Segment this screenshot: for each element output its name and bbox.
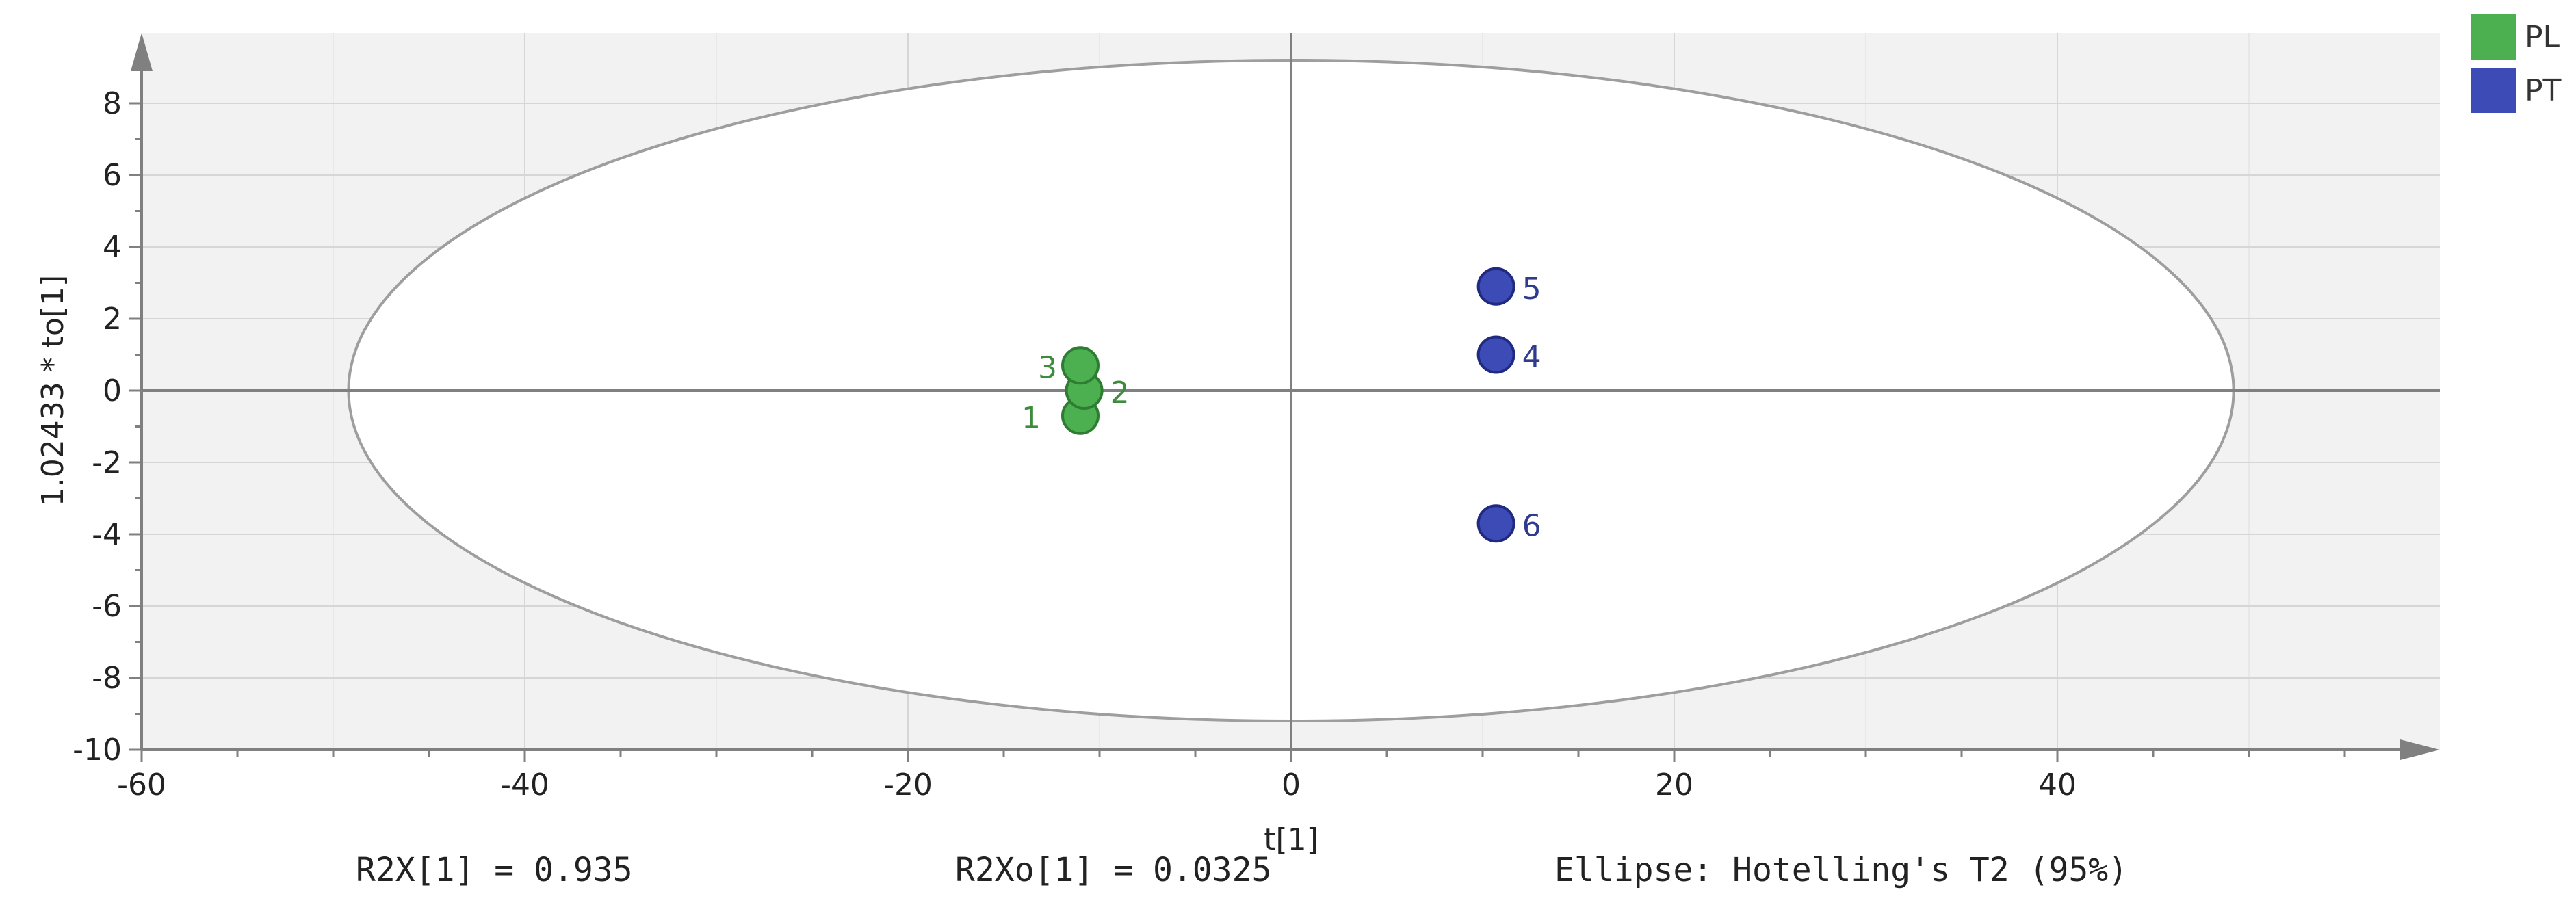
data-point-label: 3	[1038, 350, 1057, 385]
data-point-pl-3	[1061, 346, 1100, 385]
y-tick-label: 6	[103, 158, 122, 193]
x-tick-label: 40	[2038, 768, 2077, 802]
y-axis-label: 1.02433 * to[1]	[36, 275, 70, 506]
x-tick-label: 20	[1655, 768, 1693, 802]
x-axis-label: t[1]	[1264, 822, 1318, 857]
data-point-label: 5	[1522, 272, 1541, 306]
x-tick-label: -60	[117, 768, 166, 802]
data-point-pt-5	[1476, 267, 1515, 306]
y-tick-label: 0	[103, 373, 122, 408]
y-tick-label: -2	[92, 445, 122, 480]
x-tick-label: 0	[1282, 768, 1301, 802]
legend-swatch-pl	[2471, 14, 2516, 60]
axes	[129, 33, 2440, 762]
y-tick-label: -8	[92, 661, 122, 696]
y-tick-label: -6	[92, 589, 122, 624]
data-points: 1 2 3 4 5 6	[1022, 267, 1541, 543]
ellipse-note: Ellipse: Hotelling's T2 (95%)	[1554, 851, 2129, 889]
y-tick-label: 8	[103, 86, 122, 121]
x-axis-arrow	[2400, 739, 2440, 760]
legend: PL PT	[2471, 11, 2561, 118]
x-tick-label: -20	[883, 768, 933, 802]
x-tick-label: -40	[500, 768, 549, 802]
legend-item-pl[interactable]: PL	[2471, 11, 2561, 63]
data-point-pt-4	[1476, 335, 1515, 374]
y-tick-label: -4	[92, 517, 122, 552]
legend-label-pl: PL	[2525, 19, 2560, 55]
y-axis-arrow	[131, 33, 153, 71]
legend-swatch-pt	[2471, 68, 2516, 113]
r2xo-stat: R2Xo[1] = 0.0325	[955, 851, 1272, 889]
y-tick-label: -10	[73, 733, 122, 768]
data-point-label: 6	[1522, 508, 1541, 543]
data-point-label: 4	[1522, 340, 1541, 375]
data-point-label: 2	[1110, 376, 1130, 410]
data-point-pt-6	[1476, 504, 1515, 543]
legend-label-pt: PT	[2525, 73, 2562, 108]
data-point-label: 1	[1022, 401, 1041, 436]
zero-lines	[142, 33, 2440, 750]
y-tick-label: 4	[103, 230, 122, 265]
legend-item-pt[interactable]: PT	[2471, 64, 2561, 116]
y-tick-label: 2	[103, 302, 122, 337]
r2x-stat: R2X[1] = 0.935	[356, 851, 633, 889]
